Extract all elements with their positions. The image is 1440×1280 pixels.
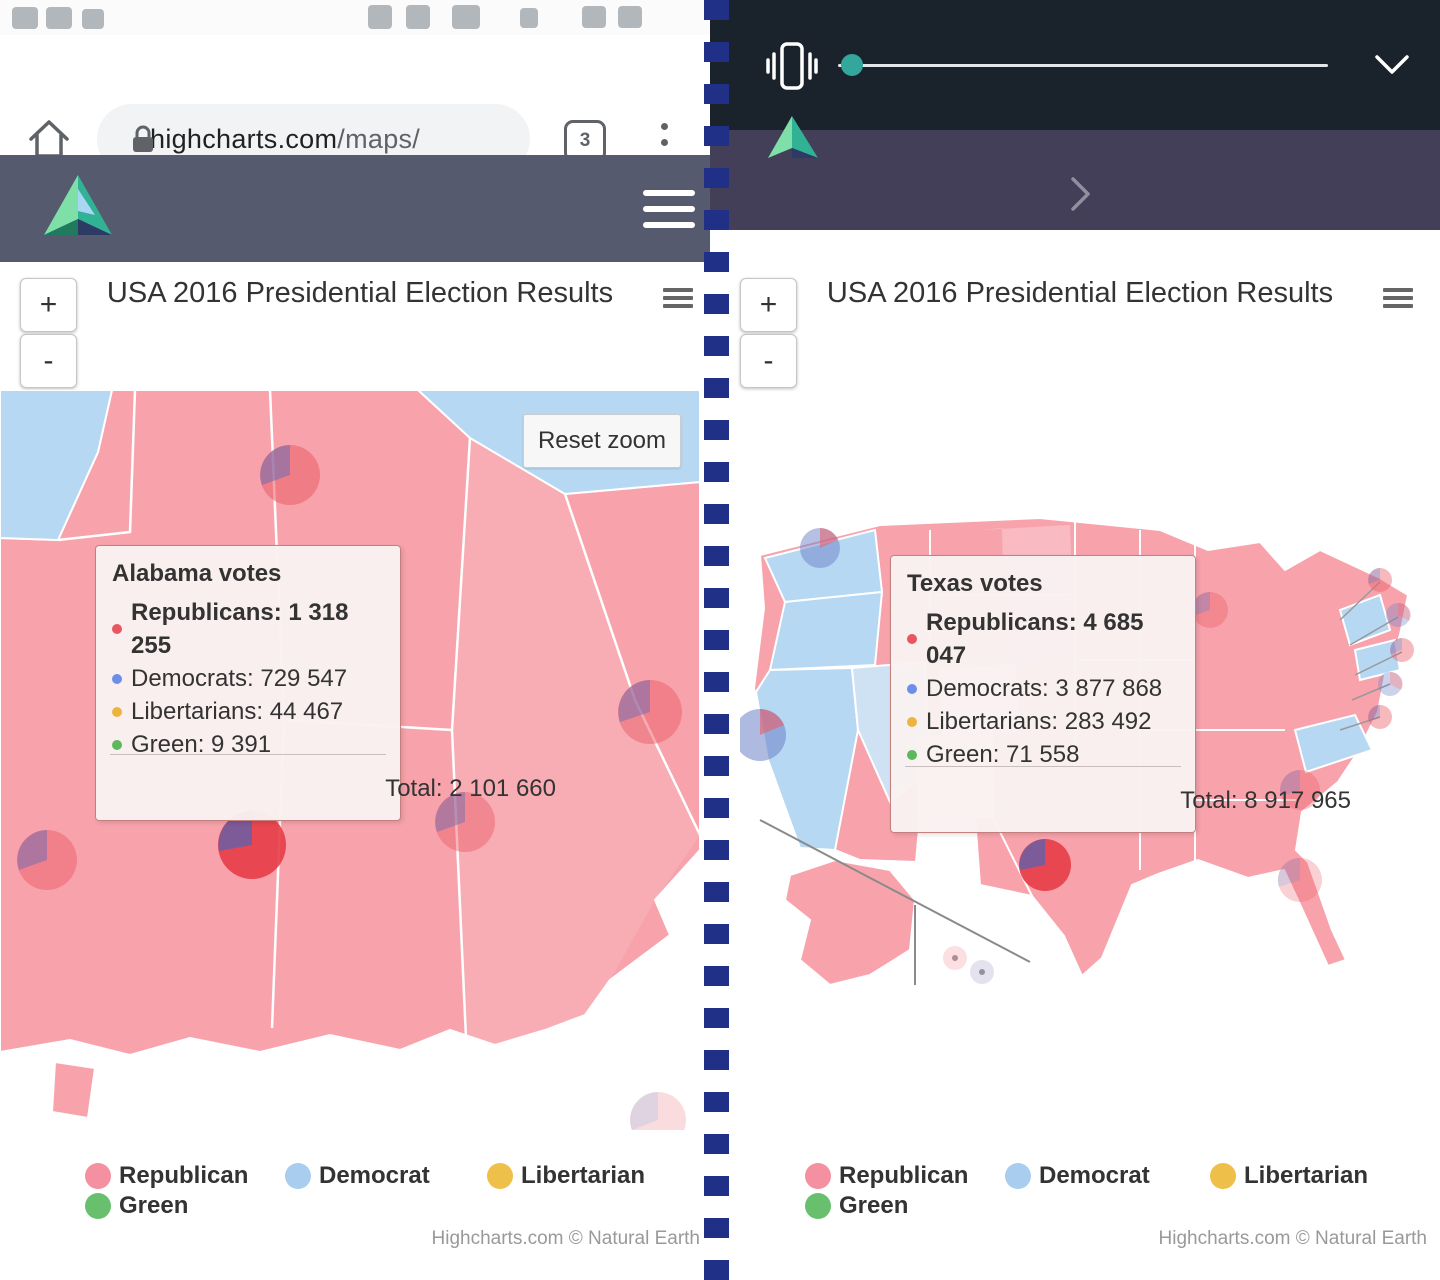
url-bar[interactable]: highcharts.com/maps/ bbox=[97, 104, 530, 174]
democrat-dot-icon bbox=[907, 683, 917, 694]
slider-track[interactable] bbox=[838, 64, 1328, 67]
status-icon-blurred bbox=[82, 9, 104, 29]
zoom-out-button[interactable]: - bbox=[740, 334, 797, 388]
status-icon-blurred bbox=[12, 7, 38, 29]
republican-marker-icon bbox=[85, 1163, 111, 1189]
green-dot-icon bbox=[907, 749, 917, 760]
pie-marker[interactable] bbox=[435, 792, 495, 852]
chart-context-menu-button[interactable] bbox=[1383, 288, 1413, 310]
tooltip-title: Texas votes bbox=[907, 570, 1043, 597]
status-icon-blurred bbox=[618, 6, 642, 28]
chart-context-menu-button[interactable] bbox=[663, 288, 693, 310]
chevron-right-icon[interactable] bbox=[1068, 174, 1094, 214]
legend-item-democrat[interactable]: Democrat bbox=[1005, 1162, 1150, 1190]
chevron-down-icon[interactable] bbox=[1372, 52, 1412, 78]
zoom-in-button[interactable]: + bbox=[740, 278, 797, 332]
legend-item-green[interactable]: Green bbox=[85, 1192, 188, 1220]
tooltip-row-republicans: Republicans: 4 685 047 bbox=[907, 606, 1179, 672]
pie-marker[interactable] bbox=[1191, 592, 1228, 628]
tooltip-row-green: Green: 9 391 bbox=[112, 728, 384, 761]
slider-knob[interactable] bbox=[841, 54, 863, 76]
pie-marker[interactable] bbox=[630, 1092, 686, 1130]
partial-site-header bbox=[710, 116, 1440, 230]
pie-marker-alabama[interactable] bbox=[218, 811, 286, 879]
status-icon-blurred bbox=[368, 5, 392, 29]
libertarian-marker-icon bbox=[487, 1163, 513, 1189]
legend-item-libertarian[interactable]: Libertarian bbox=[487, 1162, 645, 1190]
pie-marker-cluster-northeast[interactable] bbox=[1368, 568, 1414, 729]
pie-marker[interactable] bbox=[740, 709, 786, 761]
chart-credits[interactable]: Highcharts.com © Natural Earth bbox=[431, 1228, 701, 1249]
green-marker-icon bbox=[805, 1193, 831, 1219]
dashed-divider bbox=[704, 0, 729, 1280]
tooltip-total: Total: 8 917 965 bbox=[1180, 787, 1351, 814]
zoom-in-button[interactable]: + bbox=[20, 278, 77, 332]
tooltip-total: Total: 2 101 660 bbox=[385, 775, 556, 802]
legend-item-libertarian[interactable]: Libertarian bbox=[1210, 1162, 1368, 1190]
status-bar bbox=[0, 0, 710, 35]
left-chart-area: USA 2016 Presidential Election Results +… bbox=[0, 262, 710, 1280]
legend-item-democrat[interactable]: Democrat bbox=[285, 1162, 430, 1190]
url-domain: highcharts.com bbox=[150, 123, 338, 154]
screen-record-bar bbox=[710, 0, 1440, 130]
legend-item-republican[interactable]: Republican bbox=[805, 1162, 968, 1190]
status-icon-blurred bbox=[406, 5, 430, 29]
tooltip-row-green: Green: 71 558 bbox=[907, 738, 1179, 771]
status-icon-blurred bbox=[520, 8, 538, 28]
tooltip-row-democrats: Democrats: 729 547 bbox=[112, 662, 384, 695]
url-text: highcharts.com/maps/ bbox=[150, 124, 420, 155]
tooltip-separator bbox=[905, 766, 1181, 767]
libertarian-dot-icon bbox=[907, 716, 917, 727]
pie-connector-lines bbox=[1339, 581, 1403, 731]
url-path: /maps/ bbox=[337, 123, 421, 154]
republican-dot-icon bbox=[907, 634, 917, 644]
status-icon-blurred bbox=[46, 7, 72, 29]
map-tooltip-alabama: Alabama votes Republicans: 1 318 255 Dem… bbox=[95, 545, 401, 821]
green-marker-icon bbox=[85, 1193, 111, 1219]
chart-credits[interactable]: Highcharts.com © Natural Earth bbox=[1158, 1228, 1428, 1249]
republican-dot-icon bbox=[112, 624, 122, 634]
pie-marker[interactable] bbox=[618, 680, 682, 744]
republican-marker-icon bbox=[805, 1163, 831, 1189]
libertarian-dot-icon bbox=[112, 706, 122, 717]
pie-marker-texas[interactable] bbox=[1019, 839, 1071, 891]
site-header: HIGHCHARTS. bbox=[0, 155, 710, 383]
pie-marker[interactable] bbox=[260, 445, 320, 505]
right-chart-area: USA 2016 Presidential Election Results +… bbox=[710, 230, 1440, 1280]
green-dot-icon bbox=[112, 739, 122, 750]
chart-title: USA 2016 Presidential Election Results bbox=[106, 277, 614, 309]
democrat-dot-icon bbox=[112, 673, 122, 684]
chart-title: USA 2016 Presidential Election Results bbox=[826, 277, 1334, 309]
pie-marker[interactable] bbox=[17, 830, 77, 890]
vibrate-phone-icon bbox=[766, 42, 818, 90]
tooltip-title: Alabama votes bbox=[112, 560, 282, 587]
zoom-out-button[interactable]: - bbox=[20, 334, 77, 388]
status-icon-blurred bbox=[452, 5, 480, 29]
tooltip-row-libertarians: Libertarians: 283 492 bbox=[907, 705, 1179, 738]
status-icon-blurred bbox=[582, 6, 606, 28]
pie-marker[interactable] bbox=[1280, 770, 1320, 810]
alaska-inset[interactable] bbox=[783, 858, 917, 987]
reset-zoom-button[interactable]: Reset zoom bbox=[523, 414, 681, 468]
tooltip-row-democrats: Democrats: 3 877 868 bbox=[907, 672, 1179, 705]
highcharts-logo-partial-icon bbox=[768, 116, 818, 158]
pie-marker[interactable] bbox=[1277, 857, 1322, 902]
legend-item-green[interactable]: Green bbox=[805, 1192, 908, 1220]
tab-count: 3 bbox=[579, 130, 591, 151]
tooltip-row-libertarians: Libertarians: 44 467 bbox=[112, 695, 384, 728]
inset-separator-lines bbox=[759, 819, 1031, 985]
pie-marker[interactable] bbox=[800, 528, 840, 568]
tooltip-separator bbox=[110, 754, 386, 755]
tooltip-row-republicans: Republicans: 1 318 255 bbox=[112, 596, 384, 662]
lock-icon bbox=[133, 125, 153, 152]
libertarian-marker-icon bbox=[1210, 1163, 1236, 1189]
highcharts-logo-icon[interactable] bbox=[32, 173, 124, 243]
democrat-marker-icon bbox=[1005, 1163, 1031, 1189]
democrat-marker-icon bbox=[285, 1163, 311, 1189]
browser-toolbar: highcharts.com/maps/ 3 bbox=[0, 35, 710, 174]
map-tooltip-texas: Texas votes Republicans: 4 685 047 Democ… bbox=[890, 555, 1196, 833]
legend-item-republican[interactable]: Republican bbox=[85, 1162, 248, 1190]
